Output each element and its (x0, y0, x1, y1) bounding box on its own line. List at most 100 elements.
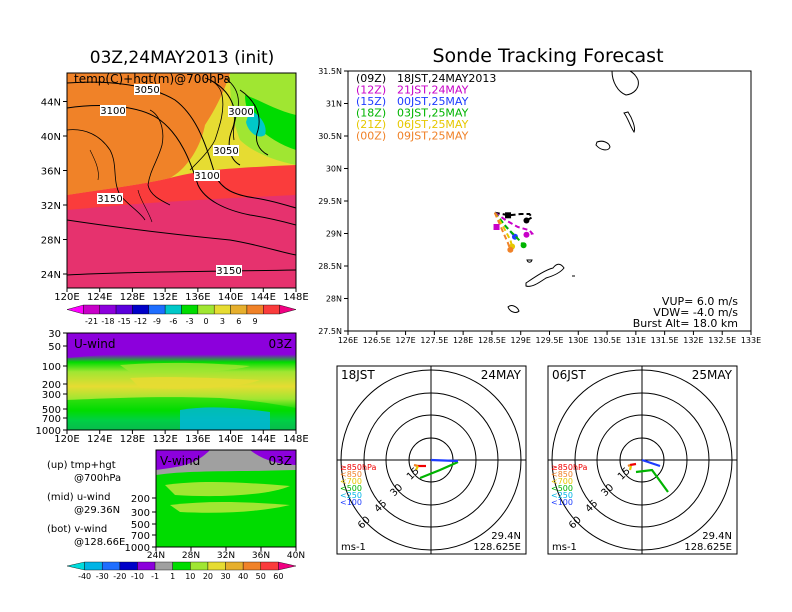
island-outline (507, 305, 520, 313)
temp-colorbar-swatch (66, 304, 84, 315)
wind-hodograph (628, 465, 633, 471)
wind-colorbar-label: 60 (273, 572, 283, 581)
contour-label: 3000 (228, 107, 253, 118)
u-wind-x-tick-label: 140E (218, 434, 243, 445)
vup-param: VUP= 6.0 m/s (662, 295, 738, 308)
wind-colorbar-label: 30 (220, 572, 230, 581)
wind-colorbar-label: -10 (131, 572, 144, 581)
polar-pressure-label: <500 (551, 484, 573, 493)
polar-ring-label: 45 (373, 498, 390, 515)
temp-colorbar-swatch (181, 304, 199, 315)
map-y-ticks: 24N 28N 32N 36N 40N 44N (41, 98, 67, 281)
v-wind-x-tick-label: 32N (217, 551, 235, 561)
vdw-param: VDW= -4.0 m/s (653, 306, 738, 319)
burst-marker (493, 224, 500, 230)
map-x-tick-label: 132E (152, 292, 177, 303)
track-y-tick-label: 29N (326, 230, 342, 239)
polar-pressure-label: <500 (340, 484, 362, 493)
u-wind-y-tick-label: 50 (48, 342, 61, 353)
u-wind-x-tick-label: 128E (120, 434, 145, 445)
polar-unit: ms-1 (552, 542, 577, 553)
contour-label: 3050 (134, 85, 159, 96)
sonde-track-line (493, 212, 512, 251)
temp-colorbar-swatch (83, 304, 100, 315)
wind-colorbar-swatch (119, 561, 138, 571)
note-line: (up) tmp+hgt (47, 460, 116, 471)
track-x-tick-label: 126.5E (363, 336, 391, 345)
polar-ring-label: 30 (599, 482, 616, 499)
contour-label: 3050 (213, 146, 238, 157)
polar-lon: 128.625E (473, 542, 521, 553)
track-x-tick-label: 130E (568, 336, 588, 345)
panel-notes: (up) tmp+hgt @700hPa (mid) u-wind @29.36… (47, 460, 125, 548)
wind-colorbar-swatch (278, 561, 297, 571)
v-wind-y-tick-label: 500 (131, 520, 150, 531)
u-wind-x-ticks: 120E 124E 128E 132E 136E 140E 144E 148E (54, 430, 309, 445)
temp-colorbar-swatch (148, 304, 166, 315)
temp-colorbar-label: -6 (169, 317, 177, 326)
u-wind-y-tick-label: 1000 (36, 426, 61, 437)
u-wind-x-tick-label: 120E (54, 434, 79, 445)
u-wind-y-tick-label: 200 (42, 380, 61, 391)
map-y-tick-label: 32N (41, 201, 61, 212)
u-wind-x-tick-label: 148E (283, 434, 308, 445)
track-map: (09Z) 18JST,24MAY2013 (12Z) 21JST,24MAY (15Z… (318, 67, 761, 345)
u-wind-y-tick-label: 30 (48, 329, 61, 340)
sonde-landing-point (507, 246, 514, 253)
sonde-params: VUP= 6.0 m/s VDW= -4.0 m/s Burst Alt= 18… (633, 295, 739, 330)
note-line: @128.66E (74, 537, 125, 548)
polar-pressure-label: <700 (551, 477, 573, 486)
island-outline (611, 71, 639, 96)
polar-date: 25MAY (692, 368, 733, 382)
temp-colorbar-label: -3 (186, 317, 194, 326)
polar-pressure-label: <850 (340, 470, 362, 479)
polar-pressure-label: ≥850hPa (551, 463, 588, 472)
track-x-tick-label: 129.5E (536, 336, 564, 345)
sonde-landing-point (523, 217, 530, 224)
contour-label: 3150 (97, 194, 122, 205)
temp-colorbar-swatch (263, 304, 280, 315)
v-wind-time: 03Z (269, 454, 293, 468)
wind-hodograph (629, 462, 637, 467)
track-x-tick-label: 130.5E (593, 336, 621, 345)
temp-colorbar-swatch (214, 304, 231, 315)
legend-time: 21JST,24MAY (397, 84, 469, 97)
map-x-tick-label: 128E (120, 292, 145, 303)
wind-colorbar-swatch (137, 561, 156, 571)
map-y-tick-label: 40N (41, 132, 61, 143)
track-x-tick-label: 132E (683, 336, 703, 345)
track-x-tick-label: 129E (511, 336, 531, 345)
wind-hodograph (641, 458, 661, 468)
note-line: @29.36N (74, 505, 120, 516)
v-wind-y-tick-label: 200 (131, 494, 150, 505)
left-title: 03Z,24MAY2013 (init) (90, 48, 275, 68)
track-y-tick-label: 28.5N (318, 262, 342, 271)
map-x-tick-label: 120E (54, 292, 79, 303)
map-x-tick-label: 148E (283, 292, 308, 303)
map-x-tick-label: 144E (251, 292, 276, 303)
v-wind-x-tick-label: 28N (182, 551, 200, 561)
island-outline (595, 140, 611, 151)
polar-time: 18JST (341, 368, 375, 382)
wind-colorbar-swatch (225, 561, 244, 571)
u-wind-y-tick-label: 700 (42, 414, 61, 425)
map-x-tick-label: 124E (87, 292, 112, 303)
polar-ring-label: 15 (405, 466, 422, 483)
sonde-track-line (494, 212, 525, 246)
wind-colorbar-label: -40 (78, 572, 91, 581)
legend-code: (09Z) (356, 72, 386, 85)
temp-colorbar-label: -21 (85, 317, 98, 326)
map-x-ticks: 120E 124E 128E 132E 136E 140E 144E 148E (54, 288, 309, 303)
u-wind-x-tick-label: 132E (152, 434, 177, 445)
polar-pressure-label: <700 (340, 477, 362, 486)
polar-pressure-label: <250 (340, 491, 362, 500)
map-y-tick-label: 36N (41, 167, 61, 178)
note-line: (mid) u-wind (47, 492, 110, 503)
contour-label: 3150 (216, 266, 241, 277)
track-x-tick-label: 131E (626, 336, 646, 345)
polar-date: 24MAY (481, 368, 522, 382)
wind-hodograph (627, 464, 631, 467)
map-y-tick-label: 24N (41, 270, 61, 281)
temp-colorbar-label: 6 (236, 317, 241, 326)
polar-pressure-label: <100 (340, 498, 362, 507)
